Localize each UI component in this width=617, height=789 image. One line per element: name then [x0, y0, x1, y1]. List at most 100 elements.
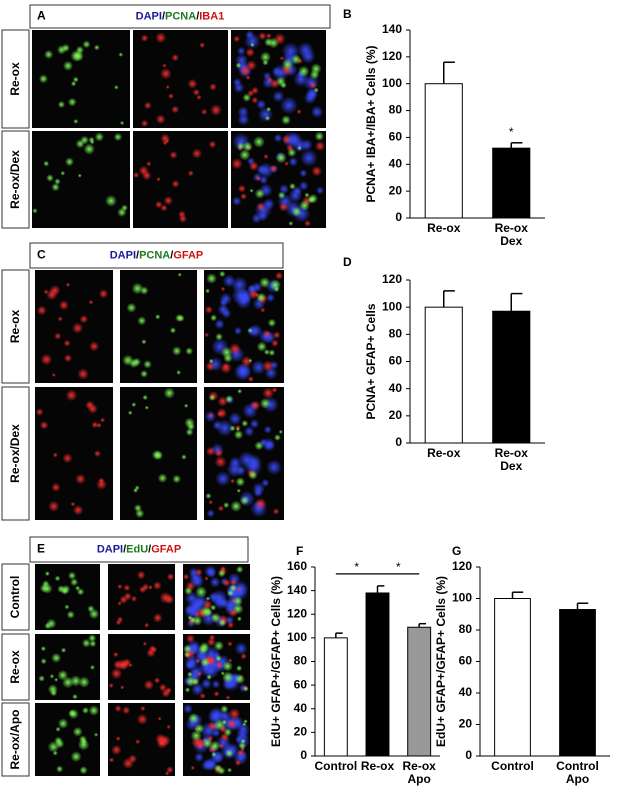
- stain-name: IBA1: [199, 10, 224, 22]
- cell: [206, 509, 215, 518]
- cell: [263, 154, 269, 160]
- cell: [243, 426, 255, 437]
- cell: [148, 584, 153, 590]
- cell: [250, 400, 261, 411]
- cell: [88, 634, 97, 643]
- cell: [72, 50, 84, 62]
- cell: [135, 739, 141, 745]
- cell: [54, 332, 62, 340]
- bar: [424, 306, 463, 444]
- cell: [56, 765, 64, 773]
- cell: [211, 680, 221, 689]
- micrograph: [35, 703, 100, 776]
- cell: [311, 165, 323, 177]
- y-tick-label: 60: [459, 654, 473, 668]
- cell: [115, 619, 122, 626]
- cell: [100, 417, 106, 423]
- stain-name: /: [162, 10, 165, 22]
- cell: [279, 96, 298, 115]
- micrograph-content: [122, 272, 194, 378]
- cell: [233, 429, 244, 440]
- cell: [61, 43, 70, 53]
- cell: [89, 341, 100, 352]
- cell: [299, 169, 308, 178]
- cell: [111, 744, 122, 756]
- cell: [205, 492, 212, 500]
- cell: [215, 332, 223, 341]
- cell: [51, 372, 56, 377]
- micrograph: [35, 564, 100, 630]
- cell: [165, 85, 170, 90]
- cell: [251, 86, 259, 95]
- cell: [204, 576, 209, 581]
- cell: [236, 488, 241, 493]
- cell: [122, 354, 134, 367]
- cell: [215, 471, 231, 487]
- cell: [217, 569, 226, 578]
- cell: [40, 646, 47, 652]
- micrograph-content: [108, 641, 172, 698]
- cell: [247, 327, 253, 334]
- cell: [151, 646, 158, 653]
- cell: [263, 349, 270, 356]
- cell: [155, 114, 166, 125]
- cell: [115, 736, 121, 742]
- row-label: Re-ox/Dex: [8, 150, 22, 209]
- cell: [177, 272, 182, 277]
- cell: [142, 641, 148, 646]
- cell: [93, 450, 101, 458]
- cell: [304, 192, 310, 198]
- cell: [183, 703, 193, 714]
- cell: [291, 206, 302, 217]
- panel-letter: C: [37, 248, 46, 262]
- cell: [60, 647, 67, 653]
- cell: [222, 660, 233, 672]
- cell: [208, 412, 214, 419]
- y-tick-label: 20: [294, 725, 308, 739]
- cell: [62, 60, 74, 71]
- cell: [57, 100, 66, 109]
- cell: [230, 500, 242, 512]
- cell: [153, 677, 161, 684]
- cell: [256, 292, 266, 303]
- cell: [230, 478, 235, 484]
- cell: [190, 730, 202, 742]
- x-tick-label: Re-ox: [427, 446, 461, 460]
- y-tick-label: 140: [287, 583, 307, 597]
- x-tick-label: Re-ox Apo: [402, 759, 436, 787]
- cell: [275, 76, 286, 87]
- cell: [227, 767, 233, 773]
- y-tick-label: 20: [389, 408, 403, 422]
- cell: [64, 604, 70, 610]
- bar: [365, 592, 390, 757]
- row-label: Re-ox/Dex: [8, 424, 22, 483]
- cell: [240, 193, 247, 200]
- micrograph-content: [39, 571, 100, 630]
- cell: [81, 638, 91, 648]
- cell: [208, 499, 214, 505]
- row-label: Re-ox: [8, 650, 22, 684]
- cell: [236, 46, 246, 56]
- cell: [296, 109, 302, 115]
- y-tick-label: 0: [300, 748, 307, 762]
- cell: [117, 583, 123, 590]
- cell: [256, 99, 267, 110]
- y-tick-label: 40: [459, 685, 473, 699]
- stain-name: DAPI: [136, 10, 162, 22]
- y-axis-title: EdU+ GFAP+/GFAP+ Cells (%): [269, 576, 283, 747]
- cell: [195, 658, 201, 664]
- cell: [250, 42, 255, 48]
- cell: [210, 104, 222, 116]
- cell: [185, 347, 194, 355]
- cell: [62, 453, 73, 464]
- cell: [123, 584, 131, 592]
- cell: [181, 454, 187, 460]
- cell: [220, 361, 232, 374]
- cell: [209, 83, 217, 91]
- cell: [63, 354, 72, 363]
- cell: [136, 713, 148, 725]
- y-tick-label: 80: [389, 327, 403, 341]
- cell: [88, 136, 95, 144]
- cell: [171, 346, 182, 356]
- cell: [32, 208, 38, 214]
